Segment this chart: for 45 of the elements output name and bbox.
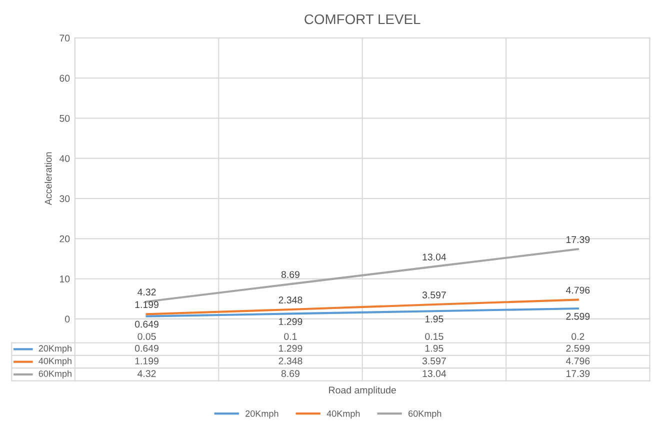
annotation: 1.95 [425, 316, 444, 322]
data-label: 17.39 [566, 370, 590, 378]
x-tick-label: 0.2 [572, 333, 584, 340]
annotation: 0.649 [134, 320, 158, 328]
data-label: 1.199 [135, 358, 158, 364]
annotation: 4.796 [566, 286, 590, 294]
data-label: 2.599 [566, 344, 590, 352]
x-axis-title: Road amplitude [329, 386, 396, 396]
annotation: 4.32 [138, 288, 156, 296]
x-tick-label: 0.05 [138, 333, 156, 340]
annotation: 2.599 [566, 312, 590, 320]
data-label: 1.299 [279, 344, 302, 352]
chart-title: COMFORT LEVEL [304, 14, 420, 24]
y-tick-label: 70 [60, 34, 70, 42]
annotation: 13.04 [422, 254, 446, 261]
y-tick-label: 30 [60, 195, 70, 202]
y-tick-label: 40 [59, 155, 70, 162]
annotation: 1.299 [279, 318, 302, 326]
x-tick-label: 0.15 [425, 333, 444, 340]
data-label: 4.32 [138, 370, 156, 378]
annotation: 17.39 [566, 236, 590, 244]
legend-label: 20Kmph [38, 344, 72, 354]
data-label: 4.796 [566, 358, 590, 364]
data-label: 0.649 [134, 344, 158, 352]
annotation: 3.597 [422, 292, 446, 298]
legend-label: 40Kmph [38, 358, 72, 366]
text: 40Kmph [326, 410, 360, 419]
data-label: 8.69 [281, 370, 300, 378]
y-tick-label: 50 [60, 114, 70, 122]
y-tick-label: 60 [60, 74, 70, 82]
y-axis-title: Acceleration [44, 152, 52, 206]
text: 20Kmph [246, 410, 278, 419]
y-tick-label: 20 [60, 235, 70, 242]
x-tick-label: 0.1 [284, 333, 297, 340]
text: 60Kmph [408, 410, 442, 419]
legend-label: 60Kmph [38, 370, 72, 379]
y-tick-label: 0 [65, 316, 70, 323]
annotation: 1.199 [135, 301, 158, 308]
y-tick-label: 10 [60, 276, 70, 282]
data-label: 13.04 [422, 370, 446, 378]
annotation: 2.348 [278, 296, 302, 304]
data-label: 1.95 [425, 344, 444, 352]
data-label: 2.348 [278, 358, 302, 364]
data-label: 3.597 [422, 358, 446, 364]
annotation: 8.69 [281, 271, 300, 278]
